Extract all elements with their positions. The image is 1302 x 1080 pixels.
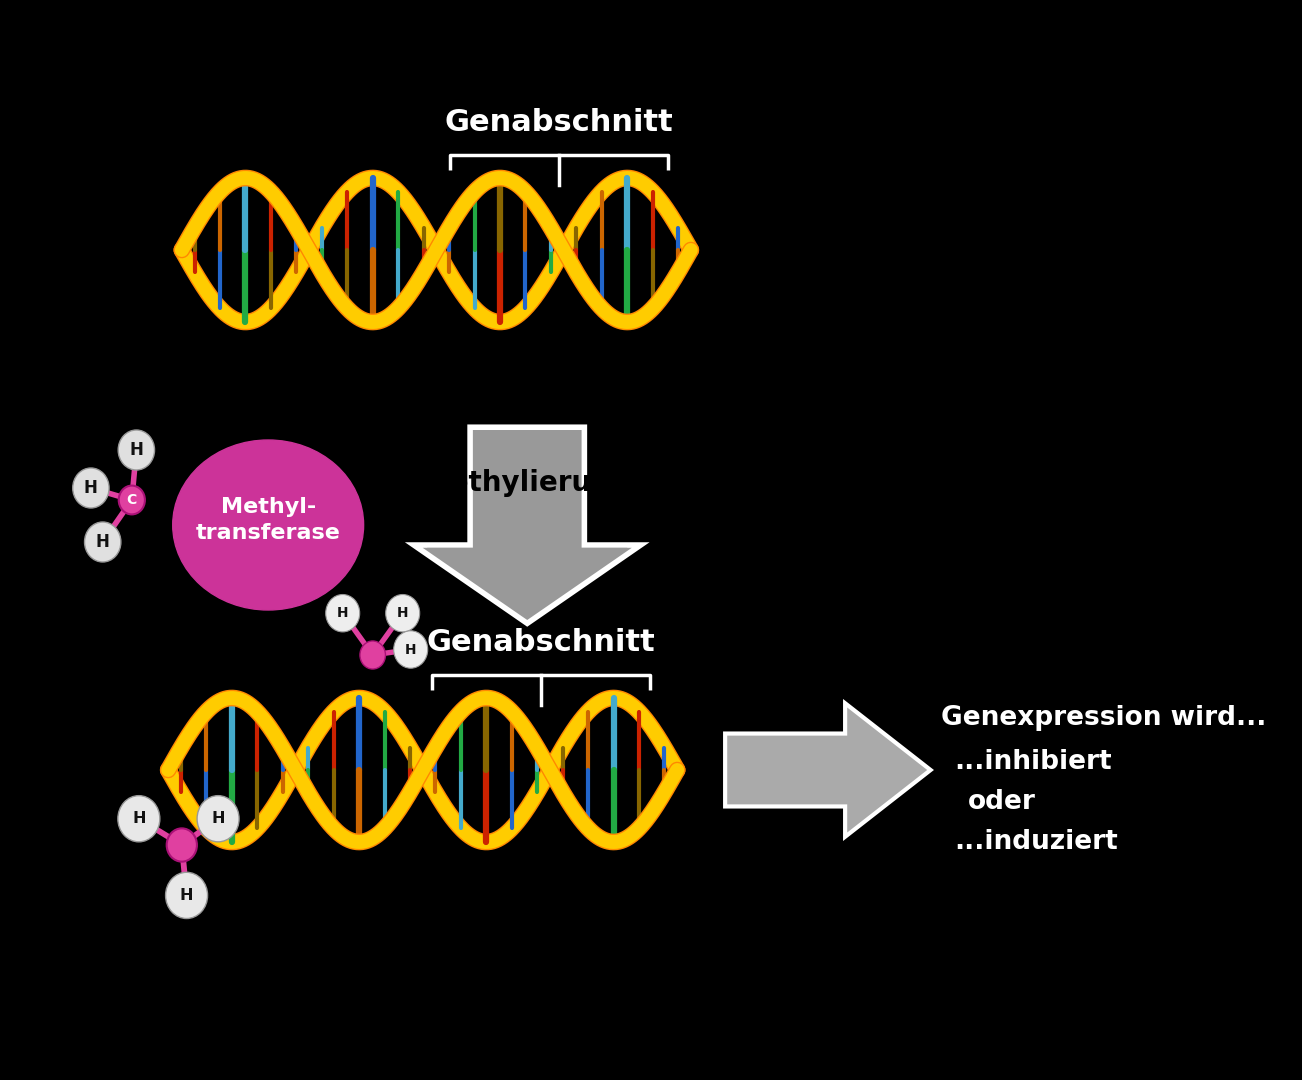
Text: H: H (337, 606, 349, 620)
Circle shape (385, 594, 419, 632)
Polygon shape (423, 430, 631, 620)
Text: H: H (132, 811, 146, 826)
Text: H: H (180, 888, 193, 903)
Circle shape (85, 522, 121, 562)
Circle shape (118, 430, 155, 470)
Text: H: H (96, 534, 109, 551)
Circle shape (393, 631, 427, 669)
Text: Genabschnitt: Genabschnitt (445, 108, 673, 137)
Circle shape (165, 873, 207, 918)
Text: H: H (405, 643, 417, 657)
Circle shape (73, 468, 109, 508)
Circle shape (326, 594, 359, 632)
Circle shape (118, 486, 145, 514)
Text: Methyl-
transferase: Methyl- transferase (195, 497, 341, 543)
Text: H: H (397, 606, 409, 620)
Polygon shape (423, 430, 631, 620)
Text: ...inhibiert: ...inhibiert (954, 750, 1112, 775)
Circle shape (118, 796, 160, 841)
Ellipse shape (173, 440, 363, 610)
Text: Genexpression wird...: Genexpression wird... (941, 705, 1267, 731)
Circle shape (359, 640, 385, 669)
Circle shape (167, 828, 197, 862)
Text: C: C (126, 492, 137, 507)
Text: ...induziert: ...induziert (954, 829, 1118, 855)
Text: Genabschnitt: Genabschnitt (427, 627, 655, 657)
Polygon shape (427, 435, 628, 616)
Text: H: H (211, 811, 225, 826)
Text: H: H (129, 441, 143, 459)
Circle shape (197, 796, 240, 841)
Polygon shape (728, 707, 927, 833)
Polygon shape (728, 707, 927, 833)
Text: oder: oder (969, 789, 1036, 815)
Text: Methylierung: Methylierung (423, 469, 631, 497)
Text: H: H (83, 480, 98, 497)
